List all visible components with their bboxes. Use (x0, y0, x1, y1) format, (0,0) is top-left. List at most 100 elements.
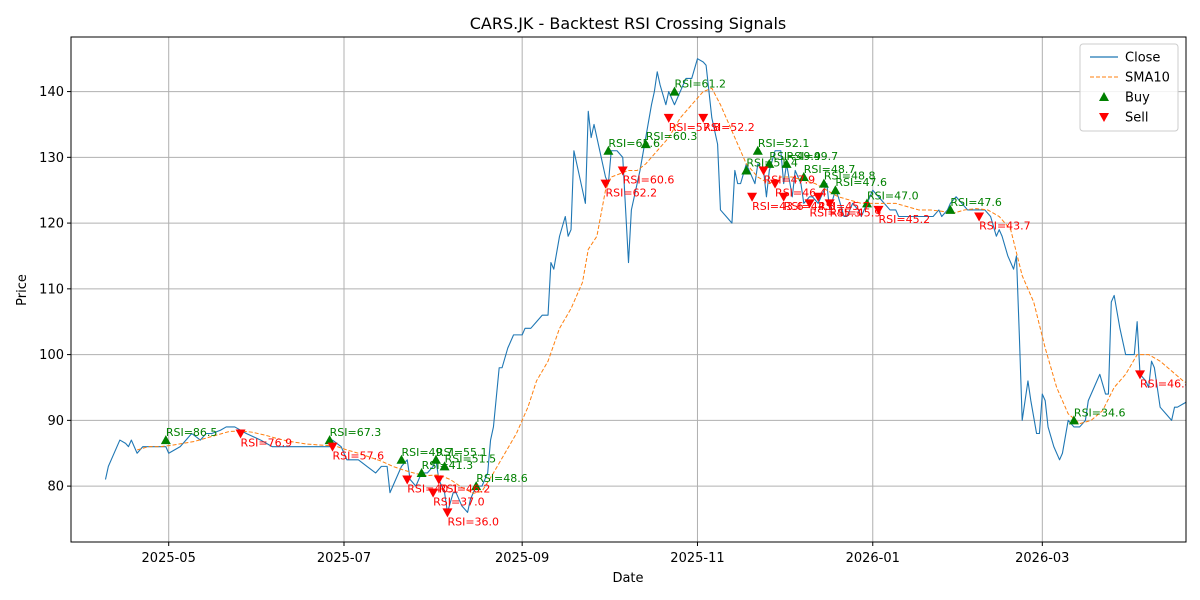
buy-marker (416, 467, 427, 477)
legend-sell-swatch (1099, 113, 1109, 122)
buy-annotation: RSI=49.7 (787, 150, 839, 163)
chart-title: CARS.JK - Backtest RSI Crossing Signals (470, 14, 787, 33)
sell-annotation: RSI=57.8 (669, 121, 721, 134)
sell-annotation: RSI=43.6 (752, 200, 804, 213)
gridlines (71, 37, 1186, 542)
legend-sell-label: Sell (1125, 111, 1148, 126)
y-tick-label: 140 (39, 85, 64, 100)
buy-marker (781, 158, 792, 168)
legend: Close SMA10 Buy Sell (1079, 43, 1179, 132)
sell-marker (600, 179, 611, 189)
buy-annotation: RSI=48.7 (804, 163, 856, 176)
series-group: RSI=86.5 RSI=67.3RSI=49.7RSI=41.3RSI=55.1… (104, 58, 1192, 528)
sell-marker (442, 508, 453, 518)
buy-marker (818, 178, 829, 188)
buy-annotation: RSI=47.6 (950, 196, 1002, 209)
y-tick-label: 80 (47, 480, 64, 495)
sell-marker (873, 205, 884, 215)
buy-marker (603, 145, 614, 155)
buy-annotation: RSI=49.7 (401, 446, 453, 459)
buy-marker (1068, 415, 1079, 425)
sell-annotation: RSI=46.4 (1140, 377, 1192, 390)
buy-marker (764, 158, 775, 168)
buy-marker (741, 165, 752, 175)
x-tick-label: 2025-05 (142, 551, 196, 566)
buy-marker (439, 461, 450, 471)
x-tick-label: 2026-01 (846, 551, 900, 566)
buy-marker (798, 172, 809, 182)
buy-marker (160, 435, 171, 445)
plot-frame (70, 36, 1187, 543)
sell-annotation: RSI=52.2 (703, 121, 755, 134)
sell-marker (428, 488, 439, 498)
x-axis: 2025-05 2025-07 2025-09 2025-11 2026-01 2026-… (142, 542, 1069, 566)
buy-marker (396, 454, 407, 464)
buy-marker (430, 454, 441, 464)
sell-marker (770, 179, 781, 189)
x-axis-title: Date (612, 571, 643, 586)
sell-marker (804, 199, 815, 209)
buy-annotation: RSI=52.1 (758, 137, 810, 150)
x-tick-label: 2025-07 (317, 551, 371, 566)
buy-annotation: RSI=34.6 (1074, 406, 1126, 419)
buy-annotation: RSI=48.6 (476, 472, 528, 485)
sell-annotation: RSI=43.7 (979, 220, 1031, 233)
buy-annotation: RSI=48.8 (824, 170, 876, 183)
buy-annotation: RSI=60.3 (646, 130, 698, 143)
close-line (104, 58, 1186, 513)
buy-annotation: RSI=67.3 (330, 426, 382, 439)
legend-close-label: Close (1125, 51, 1160, 66)
y-tick-label: 100 (39, 348, 64, 363)
buy-marker (669, 86, 680, 96)
sell-annotation: RSI=45.2 (879, 213, 931, 226)
sell-marker (235, 429, 246, 439)
buy-annotation: RSI=47.0 (867, 189, 919, 202)
sell-marker (327, 442, 338, 452)
sell-annotation: RSI=57.6 (333, 450, 385, 463)
sell-marker (747, 192, 758, 202)
legend-sma10-label: SMA10 (1125, 71, 1170, 86)
y-tick-label: 120 (39, 217, 64, 232)
sell-marker (663, 113, 674, 123)
sell-annotation: RSI=62.2 (606, 187, 658, 200)
buy-marker (752, 145, 763, 155)
buy-marker (640, 139, 651, 149)
x-tick-label: 2026-03 (1015, 551, 1069, 566)
sell-annotation: RSI=60.6 (623, 173, 675, 186)
sell-marker (698, 113, 709, 123)
y-axis-title: Price (15, 274, 30, 306)
x-tick-label: 2025-09 (495, 551, 549, 566)
buy-marker (862, 198, 873, 208)
sell-marker (778, 192, 789, 202)
buy-marker (471, 481, 482, 491)
y-tick-label: 130 (39, 151, 64, 166)
buy-annotation: RSI=55.1 (436, 446, 488, 459)
sell-annotation: RSI=45.3 (810, 206, 862, 219)
sell-marker (1135, 370, 1146, 380)
buy-marker (830, 185, 841, 195)
buy-marker (945, 204, 956, 214)
sell-annotation: RSI=37.0 (433, 496, 485, 509)
buy-marker (324, 435, 335, 445)
legend-box (1079, 43, 1179, 132)
sell-annotation: RSI=46.4 (775, 187, 827, 200)
sell-annotation: RSI=36.0 (447, 515, 499, 528)
plot-area: RSI=86.5 RSI=67.3RSI=49.7RSI=41.3RSI=55.1… (104, 58, 1192, 528)
sell-marker (617, 166, 628, 176)
buy-annotation: RSI=86.5 (166, 426, 218, 439)
buy-annotation: RSI=47.6 (835, 176, 887, 189)
buy-annotation: RSI=49.9 (769, 150, 821, 163)
sell-marker (974, 212, 985, 222)
y-tick-label: 90 (47, 414, 64, 429)
sell-marker (824, 199, 835, 209)
sell-annotation: RSI=76.9 (241, 437, 293, 450)
y-tick-label: 110 (39, 282, 64, 297)
y-axis: 80 90 100 110 120 130 140 (39, 85, 71, 495)
buy-annotation: RSI=51.5 (445, 452, 497, 465)
sell-annotation: RSI=46.2 (439, 483, 491, 496)
sell-marker (433, 475, 444, 485)
sell-annotation: RSI=45.9 (830, 206, 882, 219)
legend-buy-label: Buy (1125, 91, 1150, 106)
sma10-line (136, 87, 1186, 494)
